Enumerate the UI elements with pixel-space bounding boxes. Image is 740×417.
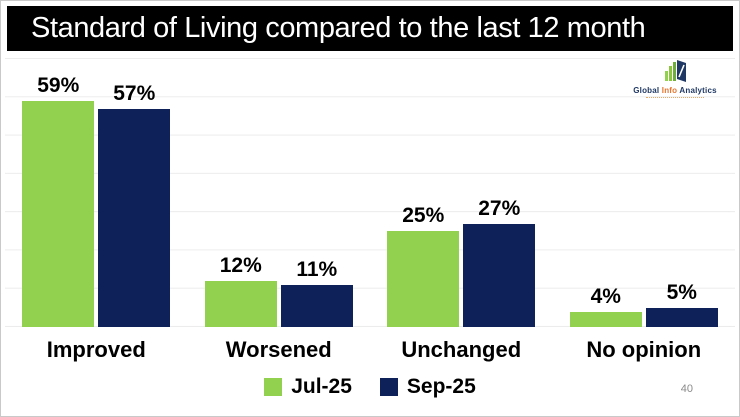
bar-column: 11% [280, 59, 353, 327]
bar-column: 57% [98, 59, 171, 327]
bar-column: 5% [645, 59, 718, 327]
bar-group: 12% 11% [188, 59, 371, 327]
bar-column: 4% [569, 59, 642, 327]
bar-column: 59% [22, 59, 95, 327]
bar-jul-25 [204, 281, 277, 327]
bar-column: 27% [463, 59, 536, 327]
title-banner: Standard of Living compared to the last … [7, 6, 733, 51]
legend-item: Sep-25 [379, 375, 476, 399]
bar-value-label: 11% [296, 257, 338, 281]
bar-group: 59% 57% [5, 59, 188, 327]
bar-sep-25 [645, 307, 718, 327]
legend-label: Sep-25 [406, 375, 476, 398]
bar-sep-25 [98, 108, 171, 327]
legend-swatch-jul-25 [264, 378, 283, 396]
bar-group: 4% 5% [553, 59, 736, 327]
bar-value-label: 4% [590, 284, 621, 308]
category-label: Improved [46, 337, 146, 362]
x-axis-labels: Improved Worsened Unchanged No opinion [5, 337, 735, 363]
bar-jul-25 [387, 231, 460, 327]
legend-item: Jul-25 [264, 375, 352, 399]
bar-jul-25 [22, 101, 95, 327]
bar-sep-25 [463, 223, 536, 327]
bar-value-label: 27% [478, 196, 521, 220]
legend-label: Jul-25 [291, 375, 352, 398]
chart-legend: Jul-25 Sep-25 [1, 375, 739, 399]
bar-column: 12% [204, 59, 277, 327]
bar-sep-25 [280, 284, 353, 327]
legend-swatch-sep-25 [379, 378, 398, 396]
category-label: Worsened [225, 337, 332, 362]
bar-jul-25 [569, 311, 642, 327]
bar-value-label: 5% [666, 280, 697, 304]
bar-value-label: 25% [402, 204, 445, 228]
bar-value-label: 59% [37, 74, 80, 98]
bar-column: 25% [387, 59, 460, 327]
page-title: Standard of Living compared to the last … [31, 12, 646, 44]
bar-group: 25% 27% [370, 59, 553, 327]
bar-groups: 59% 57% 12% 11% 25% 27% 4% 5% [5, 59, 735, 327]
bar-value-label: 12% [219, 254, 262, 278]
page-number: 40 [680, 383, 693, 395]
bar-value-label: 57% [113, 81, 156, 105]
category-label: Unchanged [401, 337, 522, 362]
bar-chart: 59% 57% 12% 11% 25% 27% 4% 5% [5, 58, 735, 327]
category-label: No opinion [586, 337, 702, 362]
